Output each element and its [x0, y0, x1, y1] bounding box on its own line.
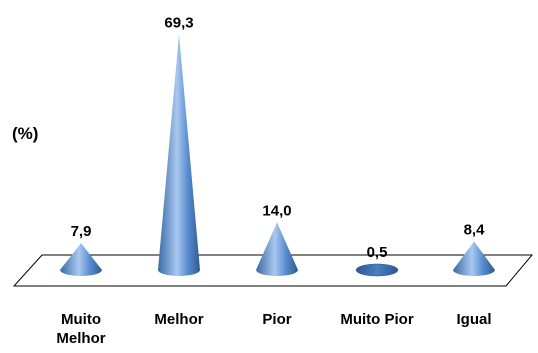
value-label-2: 14,0	[262, 202, 291, 219]
category-label-2: Pior	[262, 311, 291, 328]
cone-bar-4	[453, 241, 495, 276]
value-label-0: 7,9	[71, 223, 92, 240]
cone-bar-0	[60, 243, 102, 276]
chart-marks: 7,9 Muito Melhor 69,3 Melhor 14,0 Pior 0,5 Muito…	[56, 14, 495, 347]
cone-bar-1	[158, 34, 200, 276]
category-label-4: Igual	[456, 311, 491, 328]
cone-bar-3	[355, 263, 399, 277]
category-label-line: Melhor	[56, 330, 105, 347]
category-label-line: Melhor	[154, 311, 203, 328]
y-axis-label: (%)	[12, 124, 38, 143]
category-label-line: Muito Pior	[340, 311, 413, 328]
category-label-line: Pior	[262, 311, 291, 328]
category-label-0: Muito Melhor	[56, 311, 105, 347]
value-label-1: 69,3	[164, 14, 193, 31]
category-label-3: Muito Pior	[340, 311, 413, 328]
category-label-line: Igual	[456, 311, 491, 328]
cone-bar-2	[256, 222, 298, 276]
value-label-4: 8,4	[464, 221, 486, 238]
category-label-line: Muito	[61, 311, 101, 328]
value-label-3: 0,5	[367, 244, 388, 261]
category-label-1: Melhor	[154, 311, 203, 328]
